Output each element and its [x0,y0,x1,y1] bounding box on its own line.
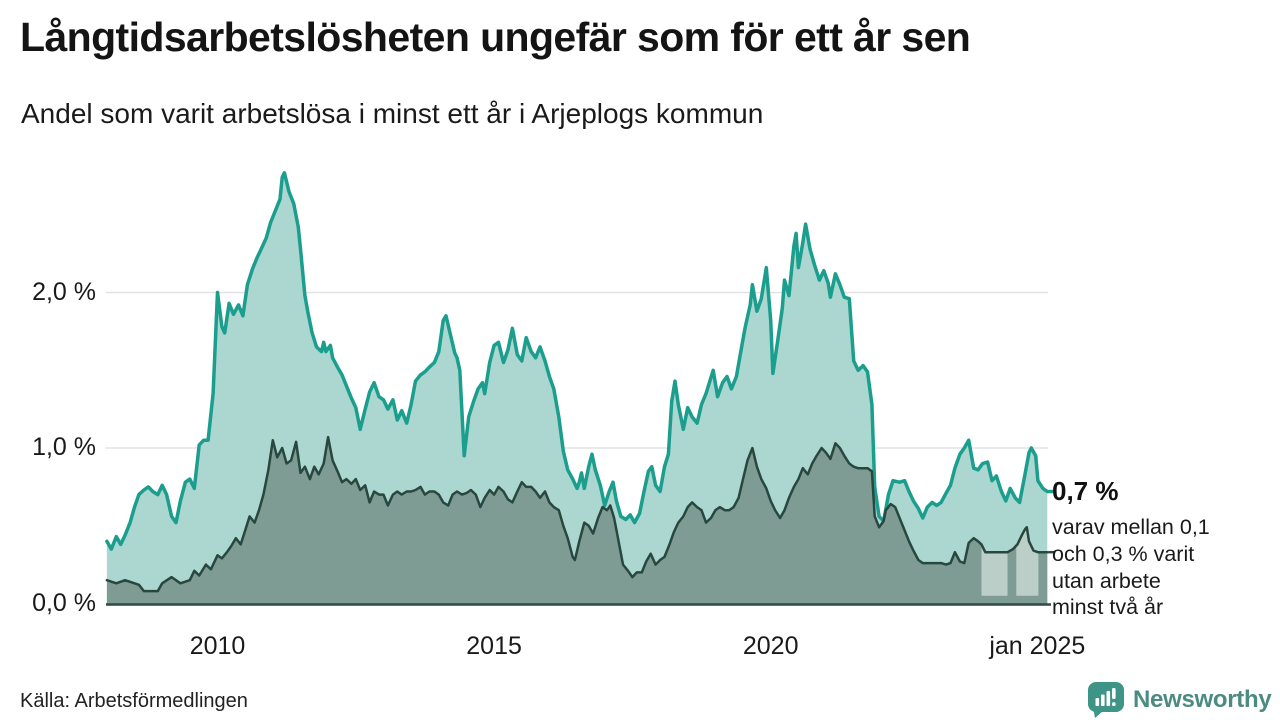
source-label: Källa: Arbetsförmedlingen [20,690,248,712]
masked-range-band [1016,527,1039,596]
annotation-line: och 0,3 % varit [1052,541,1195,566]
annotation-line: varav mellan 0,1 [1052,515,1210,539]
y-axis-tick-label: 0,0 % [32,588,96,617]
line-min-two-years [105,435,1049,593]
x-axis-tick-label: 2010 [189,632,246,660]
y-axis-tick-label: 2,0 % [32,277,96,306]
annotation-line: minst två år [1052,595,1164,620]
chart-subtitle: Andel som varit arbetslösa i minst ett å… [21,98,764,129]
newsworthy-logo: Newsworthy [1086,680,1272,720]
page-title: Långtidsarbetslösheten ungefär som för e… [20,14,971,60]
masked-range-band [981,544,1008,596]
x-axis-tick-label: 2020 [742,632,799,660]
newsworthy-logo-text: Newsworthy [1133,686,1272,713]
y-axis-tick-label: 1,0 % [32,433,96,461]
annotation-line: utan arbete [1052,568,1161,593]
end-value-annotation: 0,7 % varav mellan 0,1 och 0,3 % varit uta… [1052,476,1210,621]
x-axis-tick-label: 2015 [466,632,522,660]
annotation-note: varav mellan 0,1 och 0,3 % varit utan arbe… [1052,514,1210,621]
latest-value-label: 0,7 % [1052,476,1119,506]
area-min-two-years [106,437,1048,604]
x-axis-tick-label: jan 2025 [989,632,1086,660]
line-min-one-year [105,171,1050,551]
newsworthy-logo-icon [1088,682,1124,718]
